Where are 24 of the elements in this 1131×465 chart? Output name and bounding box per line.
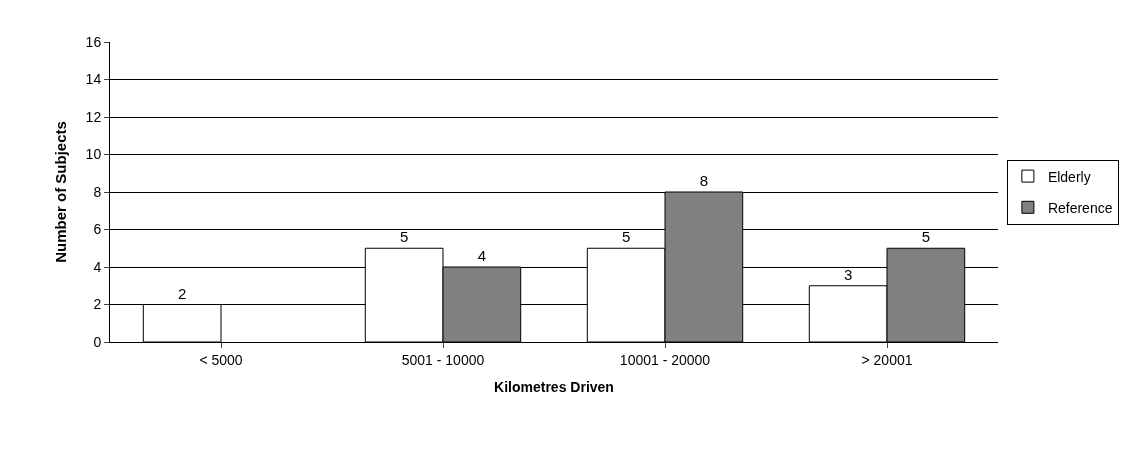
y-tick-label: 16 bbox=[85, 33, 102, 50]
data-label: 3 bbox=[843, 265, 853, 283]
y-axis-title: Number of Subjects bbox=[51, 121, 69, 263]
x-tick-label: 10001 - 20000 bbox=[619, 351, 711, 368]
y-tick-label: 8 bbox=[93, 183, 102, 200]
data-label: 8 bbox=[699, 172, 709, 189]
x-axis-title: Kilometres Driven bbox=[494, 379, 614, 396]
y-tick-label: 10 bbox=[85, 146, 102, 163]
legend-label: Reference bbox=[1047, 199, 1113, 216]
y-tick-label: 4 bbox=[93, 258, 102, 275]
y-tick-label: 6 bbox=[93, 221, 102, 238]
legend-label: Elderly bbox=[1047, 168, 1091, 185]
x-tick-label: < 5000 bbox=[199, 351, 243, 368]
y-tick-label: 14 bbox=[85, 71, 102, 88]
y-tick-label: 0 bbox=[93, 333, 102, 350]
data-label: 4 bbox=[477, 247, 487, 264]
y-tick-label: 2 bbox=[93, 296, 102, 313]
data-label: 5 bbox=[621, 228, 631, 246]
x-tick-label: > 20001 bbox=[861, 351, 913, 368]
data-label: 5 bbox=[399, 228, 409, 246]
y-tick-label: 12 bbox=[85, 108, 102, 125]
data-label: 5 bbox=[921, 228, 931, 246]
data-label: 2 bbox=[177, 284, 187, 302]
x-tick-label: 5001 - 10000 bbox=[401, 351, 485, 368]
